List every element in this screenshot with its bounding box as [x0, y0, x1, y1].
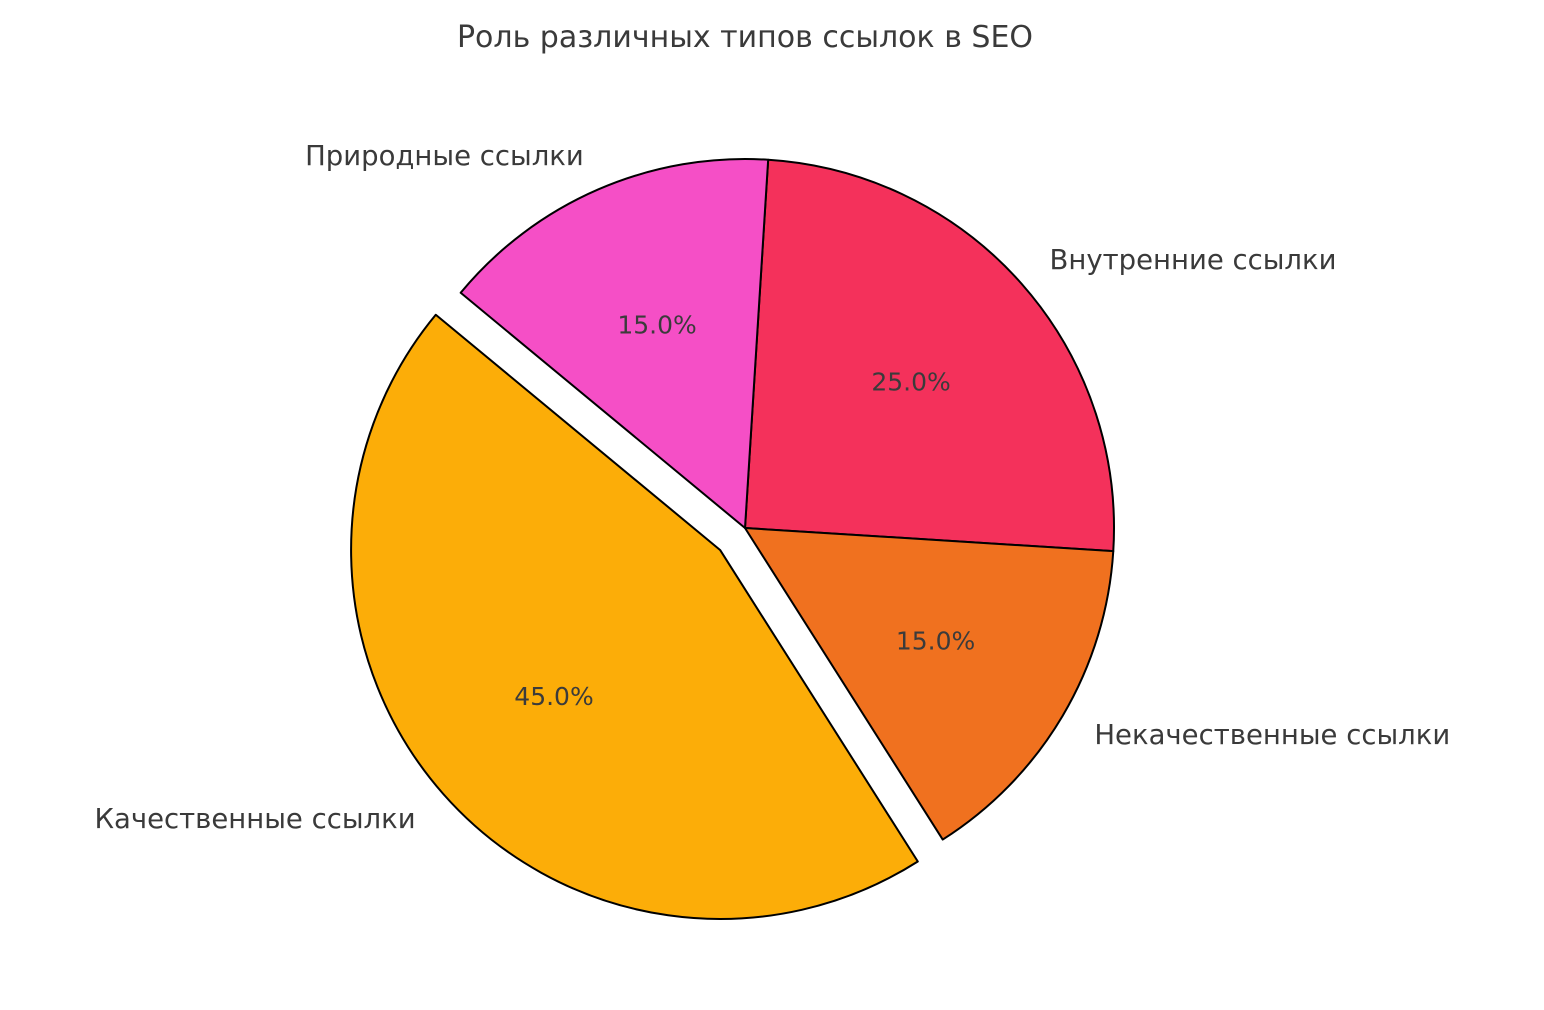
pie-slice-label-0: Внутренние ссылки [1049, 244, 1336, 276]
pie-slice-1 [744, 527, 1115, 841]
pie-slice-pct-1: 15.0% [896, 626, 975, 655]
pie-slice-pct-3: 15.0% [617, 311, 696, 340]
pie-slice-label-2: Качественные ссылки [94, 803, 415, 835]
pie-slice-3 [459, 158, 770, 529]
pie-slice-0 [744, 158, 1115, 553]
pie-slice-2 [350, 313, 919, 920]
chart-title: Роль различных типов ссылок в SEO [456, 20, 1034, 55]
pie-slice-pct-2: 45.0% [514, 682, 593, 711]
pie-slice-label-1: Некачественные ссылки [1094, 719, 1450, 751]
pie-slice-pct-0: 25.0% [871, 367, 950, 396]
pie-slice-label-3: Природные ссылки [305, 140, 584, 172]
